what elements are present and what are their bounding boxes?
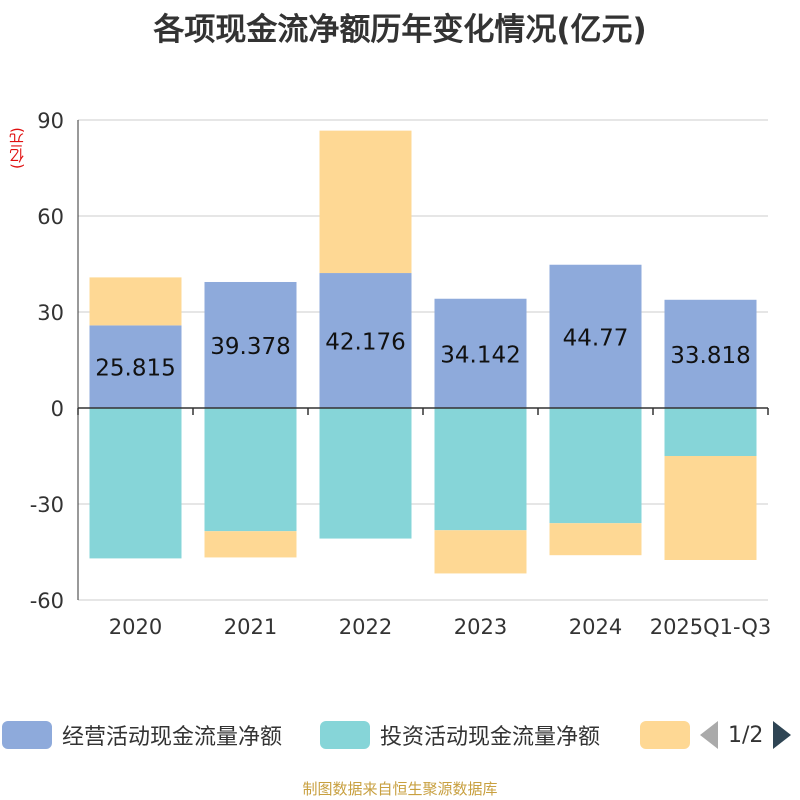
bar-segment [549,264,642,408]
legend: 经营活动现金流量净额 投资活动现金流量净额 1/2 [0,715,800,755]
bar-segment [549,408,642,524]
bar-segment [319,130,412,274]
bar-segment [204,531,297,558]
bar-segment [549,523,642,556]
bar-segment [434,408,527,531]
chart-title: 各项现金流净额历年变化情况(亿元) [153,12,647,48]
x-tick-label: 2023 [454,615,507,639]
bar-segment [434,298,527,408]
legend-label-investing: 投资活动现金流量净额 [380,725,601,750]
bar-segment [89,325,182,408]
data-label: 39.378 [210,334,290,360]
bar-segment [664,299,757,408]
x-tick-label: 2024 [569,615,622,639]
legend-item-operating[interactable]: 经营活动现金流量净额 [2,715,282,755]
bar-segment [319,273,412,408]
data-label: 25.815 [95,356,175,382]
bar-segment [664,456,757,560]
legend-page-indicator: 1/2 [728,722,764,748]
y-tick-label: 90 [37,109,64,133]
bar-segment [664,408,757,456]
y-tick-label: 60 [37,205,64,229]
legend-swatch-operating [2,721,52,749]
legend-item-financing[interactable] [640,715,700,755]
legend-swatch-financing [640,721,690,749]
bar-segment [434,530,527,574]
bar-segment [89,408,182,559]
x-tick-label: 2020 [109,615,162,639]
legend-pager: 1/2 [700,715,792,755]
legend-label-operating: 经营活动现金流量净额 [62,725,283,750]
legend-swatch-investing [320,721,370,749]
bar-segment [204,408,297,532]
data-label: 42.176 [325,330,405,356]
data-label: 33.818 [670,343,750,369]
data-label: 34.142 [440,342,520,368]
bar-segment [89,277,182,326]
x-tick-label: 2021 [224,615,277,639]
stacked-bar-chart: 90 60 30 0 -30 -60 25.815 2020 39.378 2021 42.176 2… [30,109,772,639]
data-label: 44.77 [563,325,629,351]
y-tick-label: -60 [30,589,64,613]
bar-segment [204,281,297,408]
legend-prev-arrow-icon[interactable] [700,721,718,749]
x-tick-label: 2022 [339,615,392,639]
source-note: 制图数据来自恒生聚源数据库 [302,780,498,798]
y-tick-label: 0 [51,397,64,421]
legend-next-arrow-icon[interactable] [773,721,792,749]
legend-item-investing[interactable]: 投资活动现金流量净额 [320,715,600,755]
y-tick-label: 30 [37,301,64,325]
x-tick-label: 2025Q1-Q3 [650,615,772,639]
bar-segment [319,408,412,539]
y-tick-label: -30 [30,493,64,517]
